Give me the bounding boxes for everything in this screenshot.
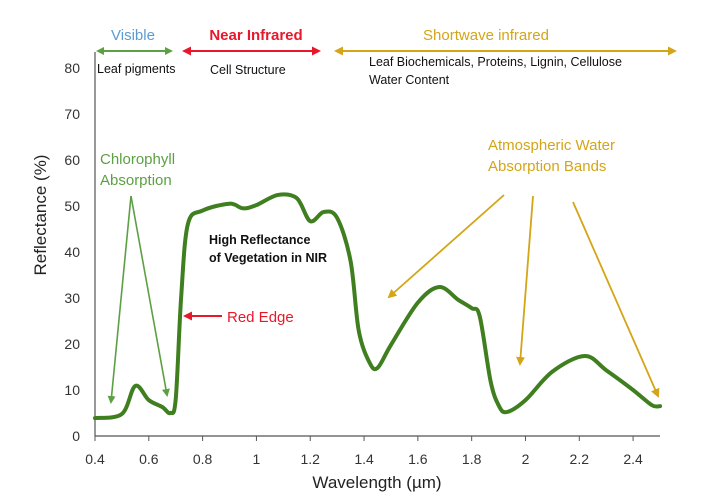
- leaf-pigments-label: Leaf pigments: [97, 62, 176, 76]
- high-reflectance-line1: High Reflectance: [209, 233, 310, 247]
- x-tick-label: 0.8: [193, 451, 213, 467]
- y-ticks: 0 10 20 30 40 50 60 70 80: [64, 60, 80, 444]
- y-axis-title: Reflectance (%): [31, 155, 50, 276]
- x-tick-label: 2: [522, 451, 530, 467]
- y-tick-label: 30: [64, 290, 80, 306]
- visible-label: Visible: [111, 27, 155, 44]
- water-absorption-line2: Absorption Bands: [488, 158, 606, 175]
- y-tick-label: 80: [64, 60, 80, 76]
- y-tick-label: 20: [64, 336, 80, 352]
- x-tick-label: 2.2: [570, 451, 590, 467]
- y-tick-label: 40: [64, 244, 80, 260]
- shortwave-label: Shortwave infrared: [423, 27, 549, 44]
- y-tick-label: 0: [72, 428, 80, 444]
- chlorophyll-arrow-red: [130, 195, 170, 397]
- x-tick-label: 1.4: [354, 451, 374, 467]
- x-tick-label: 1.6: [408, 451, 428, 467]
- reflectance-curve: [93, 192, 662, 421]
- x-tick-label: 1.2: [301, 451, 321, 467]
- red-edge-label: Red Edge: [227, 309, 294, 326]
- x-tick-label: 0.4: [85, 451, 105, 467]
- near-infrared-label: Near Infrared: [209, 27, 302, 44]
- x-tick-label: 2.4: [623, 451, 643, 467]
- x-ticks: 0.4 0.6 0.8 1 1.2 1.4 1.6 1.8 2 2.2 2.4: [85, 436, 643, 467]
- water-content-label: Water Content: [369, 73, 450, 87]
- x-tick-label: 1: [253, 451, 261, 467]
- water-arrow-1900: [516, 195, 534, 366]
- high-reflectance-line2: of Vegetation in NIR: [209, 251, 327, 265]
- water-absorption-line1: Atmospheric Water: [488, 137, 615, 154]
- water-arrow-1400: [387, 194, 505, 299]
- cell-structure-label: Cell Structure: [210, 63, 286, 77]
- x-tick-label: 0.6: [139, 451, 159, 467]
- biochemicals-label: Leaf Biochemicals, Proteins, Lignin, Cel…: [369, 55, 622, 69]
- water-arrow-2500: [572, 201, 660, 398]
- x-tick-label: 1.8: [462, 451, 482, 467]
- y-tick-label: 70: [64, 106, 80, 122]
- y-tick-label: 10: [64, 382, 80, 398]
- y-tick-label: 60: [64, 152, 80, 168]
- y-tick-label: 50: [64, 198, 80, 214]
- chlorophyll-arrow-blue: [107, 195, 132, 404]
- x-axis-title: Wavelength (µm): [312, 473, 441, 492]
- axes: [94, 52, 660, 437]
- chlorophyll-label-line1: Chlorophyll: [100, 151, 175, 168]
- chlorophyll-label-line2: Absorption: [100, 172, 172, 189]
